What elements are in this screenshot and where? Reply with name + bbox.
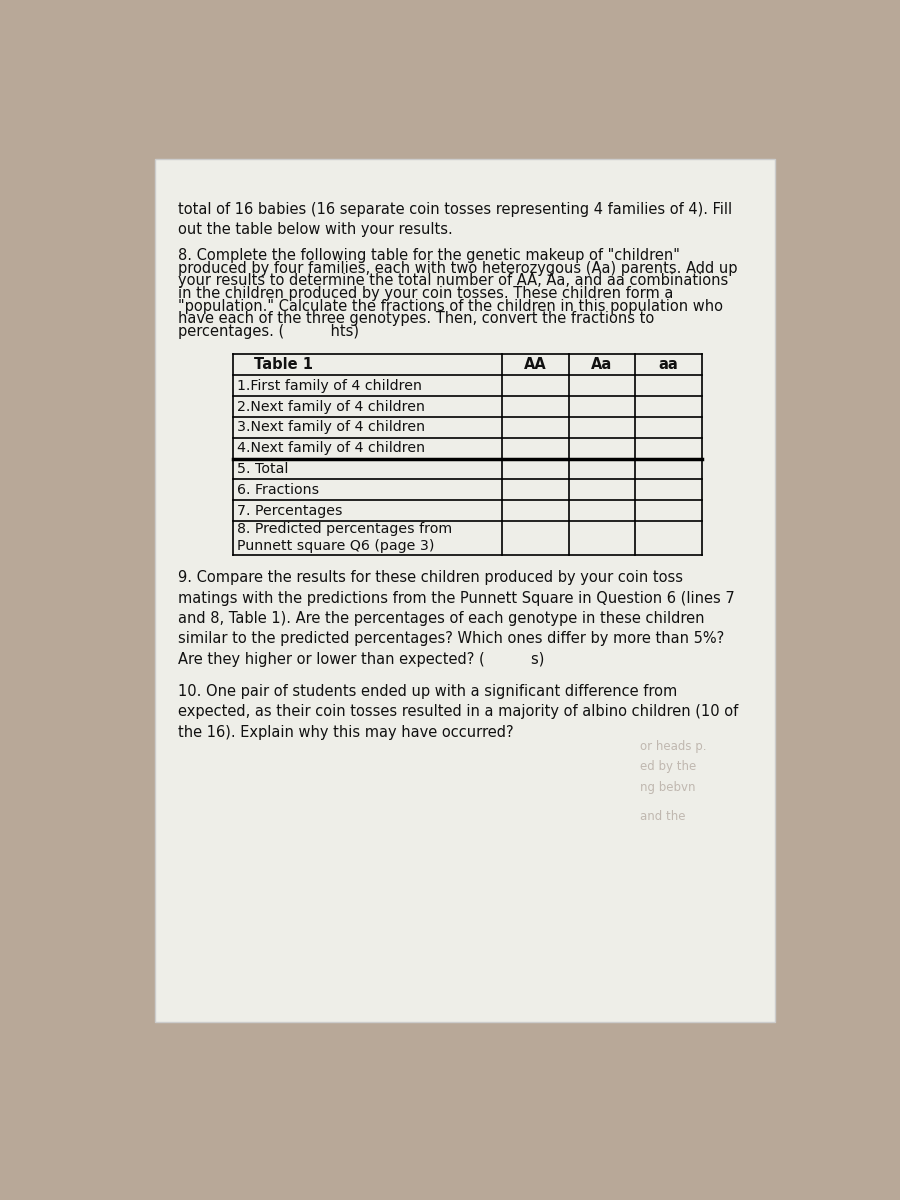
Text: 9. Compare the results for these children produced by your coin toss
matings wit: 9. Compare the results for these childre… [178,570,735,667]
Text: Aa: Aa [591,358,613,372]
Text: 1.First family of 4 children: 1.First family of 4 children [238,379,422,392]
Text: total of 16 babies (16 separate coin tosses representing 4 families of 4). Fill
: total of 16 babies (16 separate coin tos… [178,202,733,236]
Text: 8. Predicted percentages from
Punnett square Q6 (page 3): 8. Predicted percentages from Punnett sq… [238,522,453,553]
Text: "population." Calculate the fractions of the children in this population who: "population." Calculate the fractions of… [178,299,724,313]
Text: or heads p.: or heads p. [640,739,706,752]
Text: AA: AA [524,358,547,372]
Text: produced by four families, each with two heterozygous (Aa) parents. Add up: produced by four families, each with two… [178,260,738,276]
Text: 2.Next family of 4 children: 2.Next family of 4 children [238,400,426,414]
Text: Table 1: Table 1 [254,358,313,372]
Text: percentages. (          hts): percentages. ( hts) [178,324,359,340]
Text: ed by the: ed by the [640,761,696,774]
Text: 4.Next family of 4 children: 4.Next family of 4 children [238,442,426,455]
Text: 8. Complete the following table for the genetic makeup of "children": 8. Complete the following table for the … [178,248,680,263]
Text: 6. Fractions: 6. Fractions [238,482,320,497]
Text: 3.Next family of 4 children: 3.Next family of 4 children [238,420,426,434]
Text: 10. One pair of students ended up with a significant difference from
expected, a: 10. One pair of students ended up with a… [178,684,739,739]
Text: and the: and the [640,810,685,823]
Text: 5. Total: 5. Total [238,462,289,476]
Text: ng bebvn: ng bebvn [640,781,695,794]
FancyBboxPatch shape [155,160,775,1022]
Text: aa: aa [659,358,679,372]
Text: in the children produced by your coin tosses. These children form a: in the children produced by your coin to… [178,286,674,301]
Text: have each of the three genotypes. Then, convert the fractions to: have each of the three genotypes. Then, … [178,312,654,326]
Text: your results to determine the total number of AA, Aa, and aa combinations: your results to determine the total numb… [178,274,729,288]
Text: 7. Percentages: 7. Percentages [238,504,343,517]
